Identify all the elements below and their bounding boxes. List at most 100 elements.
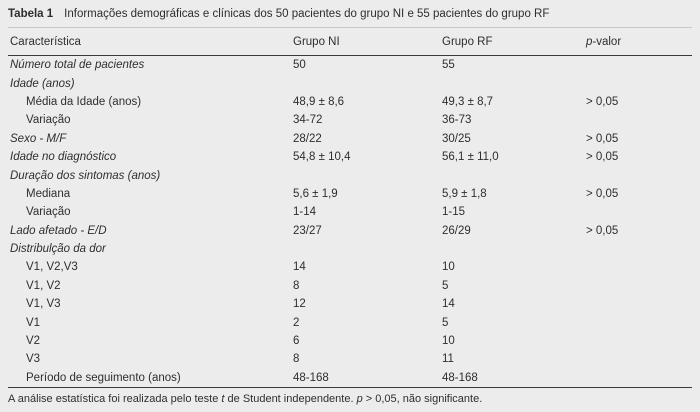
column-header-characteristic: Característica [8,28,291,56]
cell-group-rf [440,240,584,258]
cell-group-ni [291,240,440,258]
cell-group-ni: 12 [293,298,306,311]
row-label: Sexo - M/F [10,132,67,145]
cell-group-ni: 8 [293,353,300,366]
table-row: Variação 34-72 36-73 [8,111,692,129]
cell-group-rf: 36-73 [442,114,472,127]
cell-group-rf: 30/25 [442,132,471,145]
row-label: V1, V3 [26,298,61,311]
column-header-group-ni: Grupo NI [291,28,440,56]
row-label: Período de seguimento (anos) [26,371,181,384]
table-caption: Tabela 1 Informações demográficas e clíni… [0,0,700,27]
row-label: Idade no diagnóstico [10,151,117,164]
cell-group-ni: 28/22 [293,132,322,145]
table-row: V1, V3 12 14 [8,295,692,313]
cell-group-rf: 26/29 [442,224,471,237]
cell-p-value: > 0,05 [586,187,619,200]
cell-group-rf: 56,1 ± 11,0 [442,151,499,164]
footnote-text: de Student independente. [224,393,357,406]
cell-group-rf: 55 [442,59,455,72]
row-label: V1 [26,316,41,329]
cell-group-ni [291,74,440,92]
row-label: V2 [26,335,41,348]
table-number: Tabela 1 [8,8,54,20]
row-label: V1, V2,V3 [26,261,78,274]
cell-group-ni [291,166,440,184]
row-label: V1, V2 [26,279,61,292]
column-header-group-rf: Grupo RF [440,28,584,56]
cell-group-ni: 2 [293,316,300,329]
footnote-text: > 0,05, não significante. [362,393,483,406]
cell-group-rf [440,74,584,92]
cell-group-ni: 23/27 [293,224,322,237]
cell-p-value: > 0,05 [586,151,619,164]
column-header-p-value: p-valor [584,28,692,56]
row-label: Mediana [26,187,71,200]
table-row: V3 8 11 [8,350,692,368]
table-row: Idade (anos) [8,74,692,92]
row-label: Duração dos sintomas (anos) [10,169,161,182]
table-row: V2 6 10 [8,332,692,350]
table-row: Idade no diagnóstico 54,8 ± 10,4 56,1 ± 11… [8,148,692,166]
row-label: Média da Idade (anos) [26,95,142,108]
cell-p-value [584,74,692,92]
cell-p-value [584,240,692,258]
table-row: V1, V2 8 5 [8,277,692,295]
row-label: Lado afetado - E/D [10,224,107,237]
cell-group-rf: 10 [442,261,455,274]
table-footnote: A análise estatística foi realizada pelo… [8,388,692,406]
cell-p-value: > 0,05 [586,132,619,145]
cell-group-ni: 8 [293,279,300,292]
cell-group-ni: 5,6 ± 1,9 [293,187,338,200]
table-row: V1 2 5 [8,313,692,331]
cell-p-value [584,111,692,129]
cell-group-rf: 14 [442,298,455,311]
cell-group-ni: 54,8 ± 10,4 [293,151,351,164]
table-row: Lado afetado - E/D 23/27 26/29 > 0,05 [8,222,692,240]
cell-group-ni: 1-14 [293,206,317,219]
table-caption-text: Informações demográficas e clínicas dos … [64,8,550,20]
cell-p-value [584,295,692,313]
cell-p-value [584,277,692,295]
divider-top [8,27,692,28]
row-label: Variação [26,114,71,127]
cell-group-ni: 6 [293,335,300,348]
data-table: Característica Grupo NI Grupo RF p-valor… [8,28,692,387]
cell-p-value [584,369,692,387]
cell-group-rf: 11 [442,353,454,366]
cell-p-value [584,203,692,221]
p-value-italic-part: p [586,36,593,48]
table-row: V1, V2,V3 14 10 [8,258,692,276]
p-value-rest-part: -valor [592,36,622,48]
cell-p-value [584,258,692,276]
table-row: Média da Idade (anos) 48,9 ± 8,6 49,3 ± 8,… [8,93,692,111]
row-label: Número total de pacientes [10,59,145,72]
table-row: Variação 1-14 1-15 [8,203,692,221]
cell-group-rf: 5 [442,279,449,292]
cell-p-value: > 0,05 [586,95,619,108]
row-label: V3 [26,353,41,366]
footnote-italic-term: t [221,393,225,406]
table-row: Duração dos sintomas (anos) [8,166,692,184]
footnote-text: A análise estatística foi realizada pelo… [8,393,222,406]
table-row: Distribulção da dor [8,240,692,258]
cell-group-rf: 10 [442,335,455,348]
cell-group-ni: 14 [293,261,306,274]
cell-group-ni: 48,9 ± 8,6 [293,95,345,108]
table-row: Período de seguimento (anos) 48-168 48-168 [8,369,692,387]
divider-bottom [8,387,692,389]
cell-group-rf: 48-168 [442,371,478,384]
cell-group-ni: 34-72 [293,114,323,127]
table-row: Sexo - M/F 28/22 30/25 > 0,05 [8,130,692,148]
cell-group-ni: 50 [293,59,306,72]
cell-group-rf: 5,9 ± 1,8 [442,187,487,200]
cell-group-rf [440,166,584,184]
cell-group-rf: 1-15 [442,206,466,219]
cell-p-value [584,313,692,331]
cell-group-ni: 48-168 [293,371,329,384]
cell-group-rf: 49,3 ± 8,7 [442,95,494,108]
cell-p-value [584,332,692,350]
cell-p-value [584,166,692,184]
row-label: Distribulção da dor [10,243,106,256]
